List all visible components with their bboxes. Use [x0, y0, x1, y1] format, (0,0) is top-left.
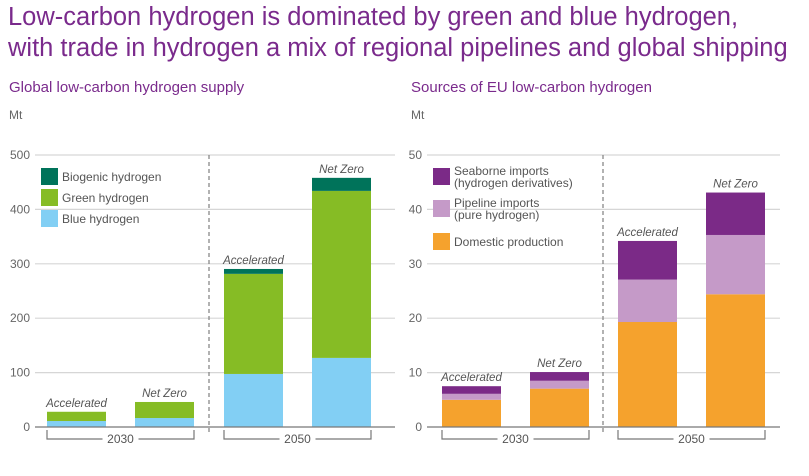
left-chart-title: Global low-carbon hydrogen supply — [9, 79, 245, 96]
global-bar-segment-blue — [47, 421, 106, 427]
global-y-tick-label: 200 — [10, 311, 30, 325]
global-legend-label: Blue hydrogen — [62, 212, 139, 226]
eu-bar-scenario-label: Accelerated — [440, 372, 502, 384]
global-bar-scenario-label: Net Zero — [142, 388, 187, 400]
eu-y-tick-label: 30 — [409, 257, 423, 271]
global-group-label: 2030 — [107, 432, 134, 446]
global-bar-scenario-label: Accelerated — [45, 398, 107, 410]
eu-group-bracket — [617, 430, 766, 440]
right-chart-title: Sources of EU low-carbon hydrogen — [411, 79, 652, 96]
eu-legend-label: (hydrogen derivatives) — [454, 176, 573, 190]
global-y-tick-label: 0 — [23, 420, 30, 434]
eu-bar-scenario-label: Net Zero — [713, 179, 758, 191]
eu-bar-segment-seaborne — [706, 192, 765, 235]
eu-legend-swatch — [433, 200, 450, 217]
global-bar-segment-green — [312, 190, 371, 358]
eu-bar-segment-pipeline — [442, 393, 501, 400]
global-legend-swatch — [41, 168, 58, 185]
eu-bar-segment-seaborne — [618, 240, 677, 280]
eu-y-tick-label: 0 — [415, 420, 422, 434]
eu-bar-scenario-label: Accelerated — [616, 227, 678, 239]
global-bar-segment-green — [135, 401, 194, 419]
eu-legend-swatch — [433, 168, 450, 185]
eu-y-tick-label: 10 — [409, 366, 423, 380]
eu-bar-scenario-label: Net Zero — [537, 358, 582, 370]
global-y-tick-label: 100 — [10, 366, 30, 380]
eu-bar-segment-domestic — [706, 294, 765, 427]
eu-bar-segment-seaborne — [442, 386, 501, 394]
eu-bar-segment-pipeline — [530, 380, 589, 389]
eu-bar-segment-pipeline — [618, 279, 677, 323]
eu-y-tick-label: 20 — [409, 311, 423, 325]
global-group-label: 2050 — [284, 432, 311, 446]
global-bar-segment-blue — [312, 357, 371, 427]
global-y-tick-label: 500 — [10, 148, 30, 162]
global-y-tick-label: 400 — [10, 202, 30, 216]
eu-legend-label: Seaborne imports — [454, 164, 549, 178]
global-bar-scenario-label: Accelerated — [222, 255, 284, 267]
global-legend-swatch — [41, 189, 58, 206]
eu-legend-label: Pipeline imports — [454, 196, 539, 210]
eu-group-label: 2030 — [502, 432, 529, 446]
eu-legend-swatch — [433, 233, 450, 250]
eu-group-bracket — [441, 430, 590, 440]
global-bar-segment-biogenic — [224, 268, 283, 274]
global-legend-label: Green hydrogen — [62, 191, 149, 205]
global-bar-segment-green — [47, 411, 106, 422]
global-bar-segment-blue — [224, 373, 283, 427]
global-bar-scenario-label: Net Zero — [319, 164, 364, 176]
eu-y-tick-label: 40 — [409, 202, 423, 216]
global-bar-segment-biogenic — [312, 177, 371, 191]
global-bar-segment-blue — [135, 418, 194, 427]
global-legend-swatch — [41, 210, 58, 227]
page-title: Low-carbon hydrogen is dominated by gree… — [8, 2, 788, 64]
right-chart-unit: Mt — [411, 108, 425, 122]
eu-legend-label: Domestic production — [454, 235, 563, 249]
eu-bar-segment-domestic — [530, 388, 589, 427]
title-line-1: Low-carbon hydrogen is dominated by gree… — [8, 3, 739, 31]
global-bar-segment-green — [224, 273, 283, 374]
eu-group-label: 2050 — [678, 432, 705, 446]
eu-bar-segment-pipeline — [706, 234, 765, 295]
title-line-2: with trade in hydrogen a mix of regional… — [8, 34, 788, 62]
eu-legend-label: (pure hydrogen) — [454, 208, 539, 222]
global-legend-label: Biogenic hydrogen — [62, 170, 161, 184]
eu-y-tick-label: 50 — [409, 148, 423, 162]
global-y-tick-label: 300 — [10, 257, 30, 271]
global-group-bracket — [46, 430, 195, 440]
eu-bar-segment-domestic — [442, 399, 501, 427]
eu-bar-segment-seaborne — [530, 372, 589, 381]
global-group-bracket — [223, 430, 372, 440]
eu-bar-segment-domestic — [618, 322, 677, 427]
left-chart-unit: Mt — [9, 108, 23, 122]
